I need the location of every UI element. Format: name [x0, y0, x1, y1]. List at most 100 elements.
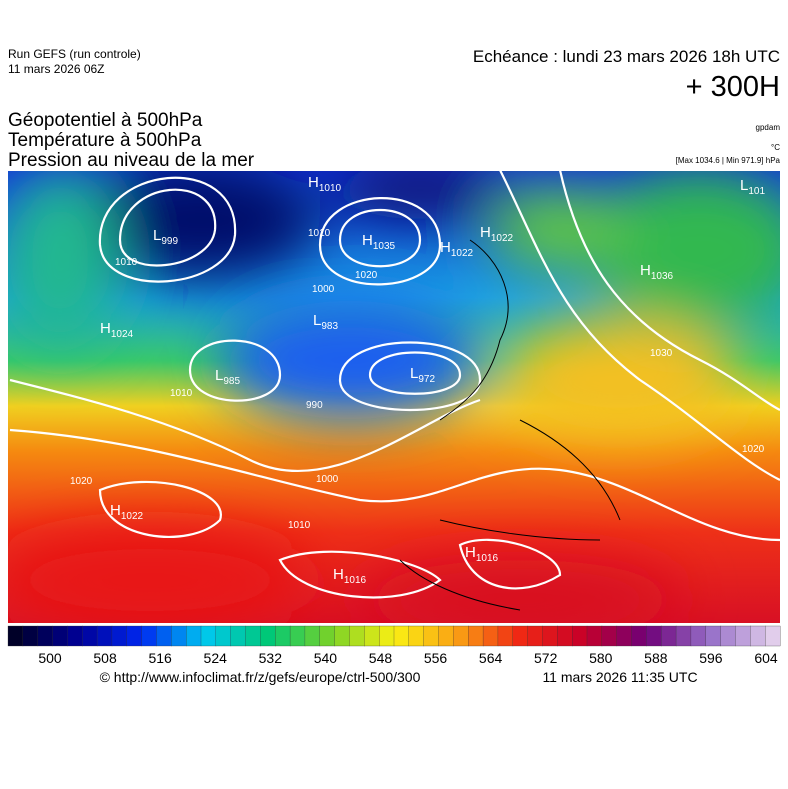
colorbar-swatch	[245, 625, 261, 647]
center-kind: H	[362, 232, 373, 249]
colorbar-swatch	[7, 625, 24, 647]
pressure-center: L101	[740, 177, 765, 197]
lead-time: + 300H	[686, 71, 780, 103]
colorbar-label: 548	[369, 650, 393, 666]
center-kind: L	[153, 227, 161, 244]
colorbar-label: 524	[204, 650, 228, 666]
center-kind: L	[410, 365, 418, 382]
colorbar-label: 556	[424, 650, 448, 666]
center-kind: L	[740, 177, 748, 194]
colorbar-swatch	[557, 625, 573, 647]
pressure-center: H1036	[640, 262, 674, 282]
colorbar-swatch	[438, 625, 454, 647]
center-value: 1024	[111, 329, 134, 340]
center-kind: L	[215, 367, 223, 384]
colorbar-swatch	[126, 625, 143, 647]
center-value: 1035	[373, 241, 396, 252]
center-value: 1010	[319, 183, 342, 194]
center-kind: H	[333, 566, 344, 583]
colorbar-swatch	[423, 625, 439, 647]
colorbar-label: 516	[148, 650, 172, 666]
pressure-center: H1022	[480, 224, 514, 244]
colorbar-swatch	[453, 625, 469, 647]
run-date: 11 mars 2026 06Z	[8, 62, 105, 76]
source-url: © http://www.infoclimat.fr/z/gefs/europe…	[100, 669, 421, 685]
isobar-label: 1010	[115, 257, 138, 268]
colorbar-label: 572	[534, 650, 558, 666]
colorbar-swatch	[542, 625, 558, 647]
isobar-label: 990	[306, 400, 323, 411]
colorbar-swatch	[37, 625, 53, 647]
isobar-label: 1020	[70, 476, 93, 487]
center-value: 1022	[451, 248, 474, 259]
colorbar-swatch	[304, 625, 321, 647]
center-value: 1022	[491, 233, 514, 244]
isobar-label: 1010	[170, 388, 193, 399]
pressure-center: H1016	[333, 566, 367, 586]
run-name: Run GEFS (run controle)	[8, 47, 141, 61]
colorbar-swatch	[289, 625, 306, 647]
center-value: 1016	[476, 553, 499, 564]
pressure-center: L985	[215, 367, 240, 387]
colorbar-swatch	[215, 625, 232, 647]
pressure-center: H1022	[440, 239, 474, 259]
center-value: 972	[418, 374, 435, 385]
isobar-label: 1020	[742, 444, 765, 455]
colorbar-swatch	[765, 625, 781, 647]
pressure-center: H1016	[465, 544, 499, 564]
isobar-label: 1030	[650, 348, 673, 359]
colorbar-swatch	[616, 625, 632, 647]
pressure-center: H1010	[308, 174, 342, 194]
colorbar-swatch	[260, 625, 276, 647]
echeance: Echéance : lundi 23 mars 2026 18h UTC	[473, 47, 780, 66]
colorbar-swatch	[675, 625, 692, 647]
colorbar-swatch	[52, 625, 68, 647]
colorbar-swatch	[705, 625, 722, 647]
center-value: 1022	[121, 511, 144, 522]
pressure-center: H1024	[100, 320, 134, 340]
colorbar-swatch	[631, 625, 647, 647]
colorbar-swatch	[497, 625, 514, 647]
colorbar-swatch	[572, 625, 588, 647]
colorbar-swatch	[482, 625, 499, 647]
colorbar-swatch	[379, 625, 395, 647]
isobar-label: 1000	[316, 474, 339, 485]
colorbar-label: 588	[644, 650, 668, 666]
unit-label: gpdam	[756, 123, 781, 132]
colorbar-swatch	[646, 625, 662, 647]
colorbar-label: 596	[699, 650, 723, 666]
colorbar-swatch	[230, 625, 246, 647]
field-title: Pression au niveau de la mer	[8, 150, 255, 171]
colorbar-swatch	[156, 625, 172, 647]
isobar-label: 1010	[308, 228, 331, 239]
center-kind: H	[480, 224, 491, 241]
center-value: 985	[223, 376, 240, 387]
colorbar-swatch	[82, 625, 98, 647]
colorbar-swatch	[200, 625, 217, 647]
colorbar-swatch	[720, 625, 736, 647]
unit-label: [Max 1034.6 | Min 971.9] hPa	[676, 156, 781, 165]
colorbar-label: 604	[754, 650, 778, 666]
isobar-label: 1010	[288, 520, 311, 531]
unit-label: °C	[771, 143, 780, 152]
colorbar-label: 564	[479, 650, 503, 666]
center-value: 1016	[344, 575, 367, 586]
colorbar-swatch	[601, 625, 618, 647]
center-value: 101	[748, 186, 765, 197]
colorbar-swatch	[735, 625, 751, 647]
colorbar-swatch	[408, 625, 425, 647]
center-kind: H	[308, 174, 319, 191]
colorbar-swatch	[393, 625, 410, 647]
colorbar-swatch	[171, 625, 187, 647]
center-value: 999	[161, 236, 178, 247]
colorbar-swatch	[186, 625, 202, 647]
colorbar-label: 540	[314, 650, 338, 666]
center-value: 983	[321, 321, 338, 332]
pressure-center: H1022	[110, 502, 144, 522]
colorbar-swatch	[141, 625, 157, 647]
generated-time: 11 mars 2026 11:35 UTC	[542, 669, 697, 685]
pressure-center: L972	[410, 365, 435, 385]
center-kind: H	[640, 262, 651, 279]
colorbar-swatch	[96, 625, 113, 647]
